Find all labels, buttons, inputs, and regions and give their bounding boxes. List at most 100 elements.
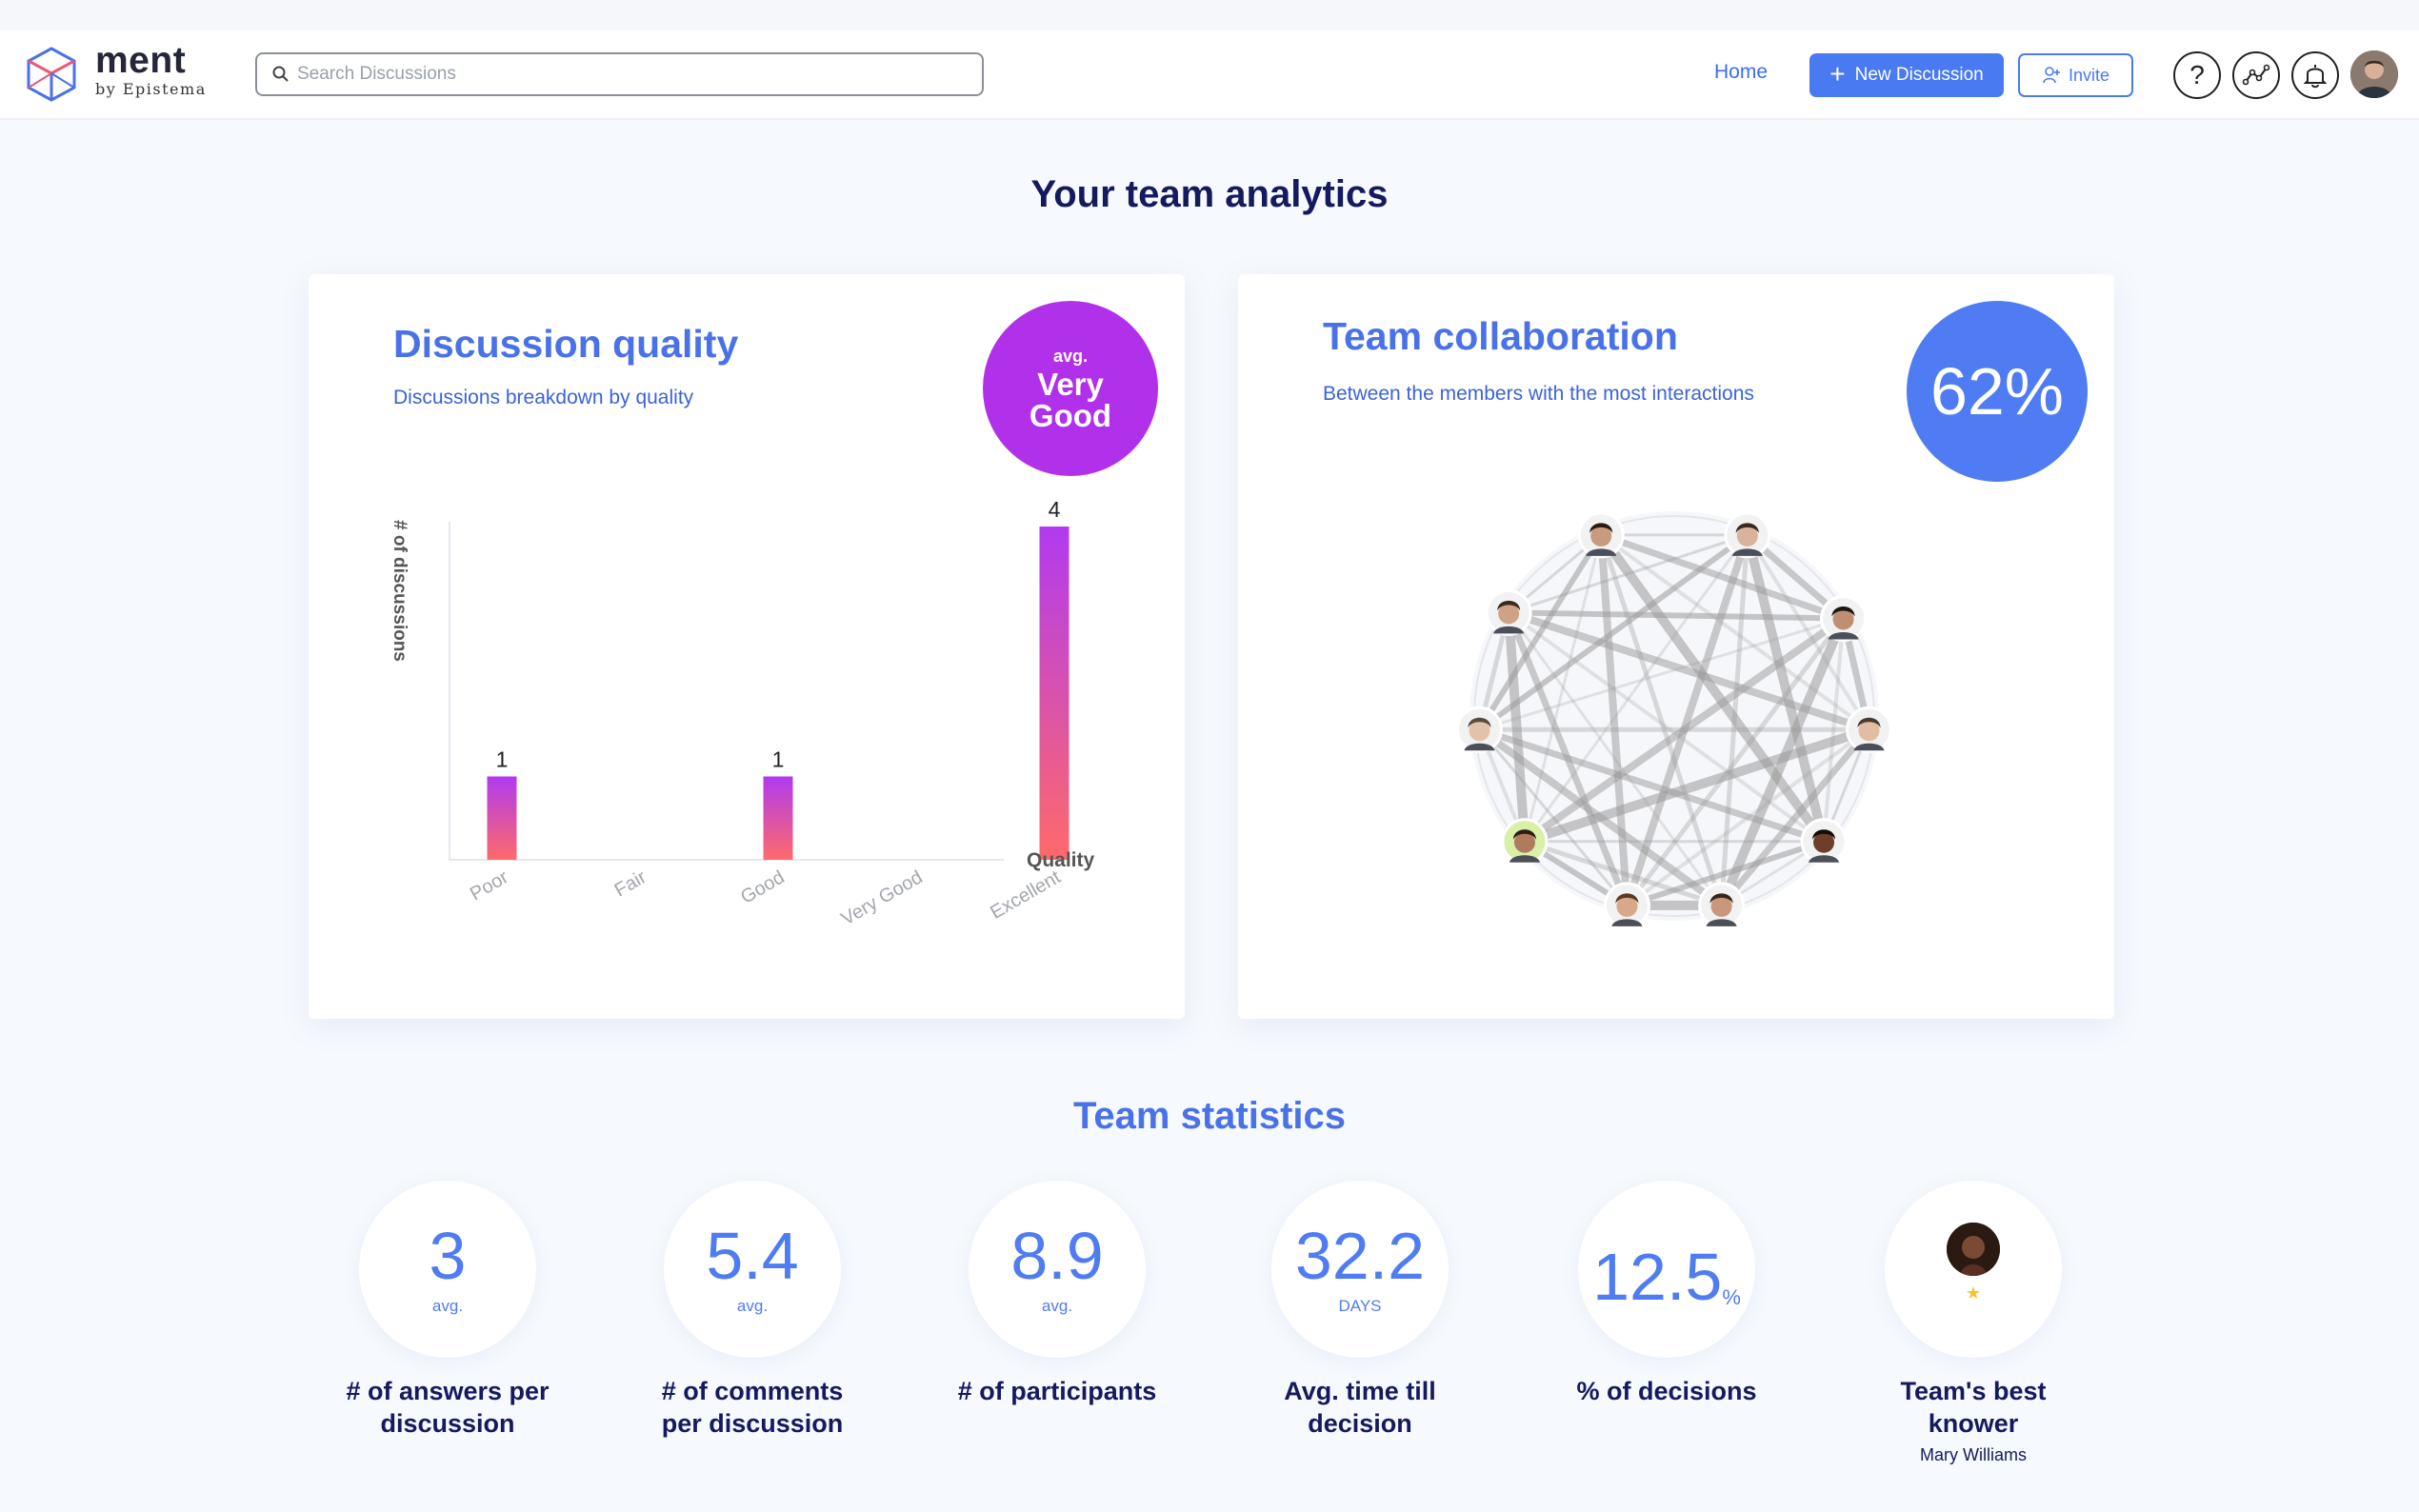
quality-card-title: Discussion quality [393,322,739,366]
search-box[interactable] [255,52,984,96]
avatar-body [1809,855,1840,863]
stat-label-line-1: # of comments [661,1377,844,1405]
avatar-hair [1468,717,1491,728]
brand[interactable]: ment by Epistema [95,40,207,98]
stat-participants: 8.9 avg. # of participants [905,1181,1210,1407]
collaboration-edge [1600,533,1870,731]
collaboration-edge [1504,612,1529,843]
collaboration-edge [1742,533,1829,843]
analytics-icon [2242,64,2270,86]
team-member-avatar[interactable] [1603,882,1650,929]
bar-excellent[interactable] [1039,527,1070,860]
x-axis-label: Quality [1027,849,1095,871]
help-icon: ? [2189,60,2205,90]
ment-logo-icon[interactable] [25,46,78,103]
search-input[interactable] [297,54,964,94]
invite-user-icon [2043,67,2060,84]
stat-label-line-2: per discussion [661,1409,844,1438]
bar-poor[interactable] [487,776,517,861]
x-tick-label: Excellent [987,866,1065,924]
stat-decisions: 12.5 % % of decisions [1514,1181,1819,1407]
brand-sub: by Epistema [95,80,207,98]
stat-circle: 12.5 % [1578,1181,1755,1358]
best-knower-name[interactable]: Mary Williams [1920,1445,2027,1464]
stat-label-line-2: knower [1928,1409,2019,1438]
stat-unit: avg. [431,1297,464,1315]
avatar-hair [1615,893,1639,904]
stat-label-line-1: Avg. time till [1284,1377,1436,1405]
bar-value-label: 4 [1049,497,1061,522]
stat-time-to-decision: 32.2 DAYS Avg. time till decision [1208,1181,1512,1440]
avatar-body [1828,632,1859,640]
search-icon [272,66,289,82]
plus-icon: + [1829,58,1846,89]
avatar-body [1706,919,1737,926]
quality-bar-chart: 1 Poor Fair 1 Good Very Good 4 Excellent # of d… [390,497,1095,930]
help-button[interactable]: ? [2173,51,2221,99]
collaboration-percent-badge: 62% [1907,301,2088,482]
avatar-face [1736,525,1758,547]
nav-home-link[interactable]: Home [1714,61,1769,83]
collaboration-edge [1524,839,1723,908]
avatar-body [1586,548,1617,556]
team-member-avatar[interactable] [1846,706,1893,753]
team-member-avatar[interactable] [1501,818,1549,865]
notifications-button[interactable] [2291,51,2339,99]
collaboration-edge [1626,838,1825,908]
avatar-face [1513,831,1535,853]
stat-circle: 8.9 avg. [969,1181,1146,1358]
avatar-body [1731,548,1763,556]
team-member-avatar[interactable] [1800,818,1848,865]
avatar-face [1590,525,1612,547]
bell-icon [2303,65,2328,89]
stat-value: 32.2 [1294,1219,1426,1293]
collaboration-edge [1597,534,1631,906]
top-strip [0,0,2419,30]
collab-card-title: Team collaboration [1323,314,1678,358]
team-member-avatar[interactable] [1724,511,1771,559]
avatar-hair [1512,829,1536,840]
avatar-hair [1831,607,1855,617]
collaboration-edge [1477,532,1749,732]
team-member-avatar[interactable] [1485,588,1532,636]
invite-button[interactable]: Invite [2018,53,2133,97]
collaboration-edge [1523,534,1603,843]
analytics-button[interactable] [2232,51,2280,99]
stat-value-row: 12.5 % [1592,1243,1741,1310]
team-member-avatar[interactable] [1577,511,1625,559]
page-title: Your team analytics [1030,173,1389,215]
brand-name: ment [95,40,187,81]
x-tick-label: Good [737,866,788,908]
user-avatar[interactable] [2350,50,2398,98]
avatar-hair [1709,893,1733,904]
stat-label: Team's best knower [1821,1375,2126,1440]
bar-value-label: 1 [496,747,509,772]
collab-card-subtitle: Between the members with the most intera… [1323,383,1754,405]
new-discussion-label: New Discussion [1854,65,1984,85]
collaboration-edge [1478,726,1826,846]
stat-circle: 5.4 avg. [664,1181,841,1358]
stat-label-line-2: discussion [380,1409,515,1438]
collaboration-edge [1523,725,1871,846]
stat-label: # of comments per discussion [600,1375,905,1440]
avatar-hair [1497,600,1521,611]
team-collaboration-card: Team collaboration Between the members w… [1238,274,2114,1019]
stat-unit: avg. [1041,1297,1073,1315]
team-member-avatar[interactable] [1820,595,1868,642]
stat-label-line-1: Team's best [1900,1377,2047,1405]
avatar-body [1853,743,1885,751]
x-tick-label: Fair [611,866,650,901]
team-member-avatar[interactable] [1698,882,1746,929]
avatar-hair [1735,523,1759,533]
stat-comments: 5.4 avg. # of comments per discussion [600,1181,905,1440]
collaboration-edge [1509,609,1844,622]
collaboration-edge [1623,533,1751,907]
best-knower-avatar[interactable] [1947,1222,2000,1276]
team-member-avatar[interactable] [1455,706,1503,753]
bar-good[interactable] [763,776,793,861]
stat-label: % of decisions [1514,1375,1819,1407]
stats-title: Team statistics [1072,1095,1347,1137]
avatar-face [1469,720,1490,742]
collaboration-edge [1507,611,1723,906]
new-discussion-button[interactable]: + New Discussion [1809,53,2004,97]
